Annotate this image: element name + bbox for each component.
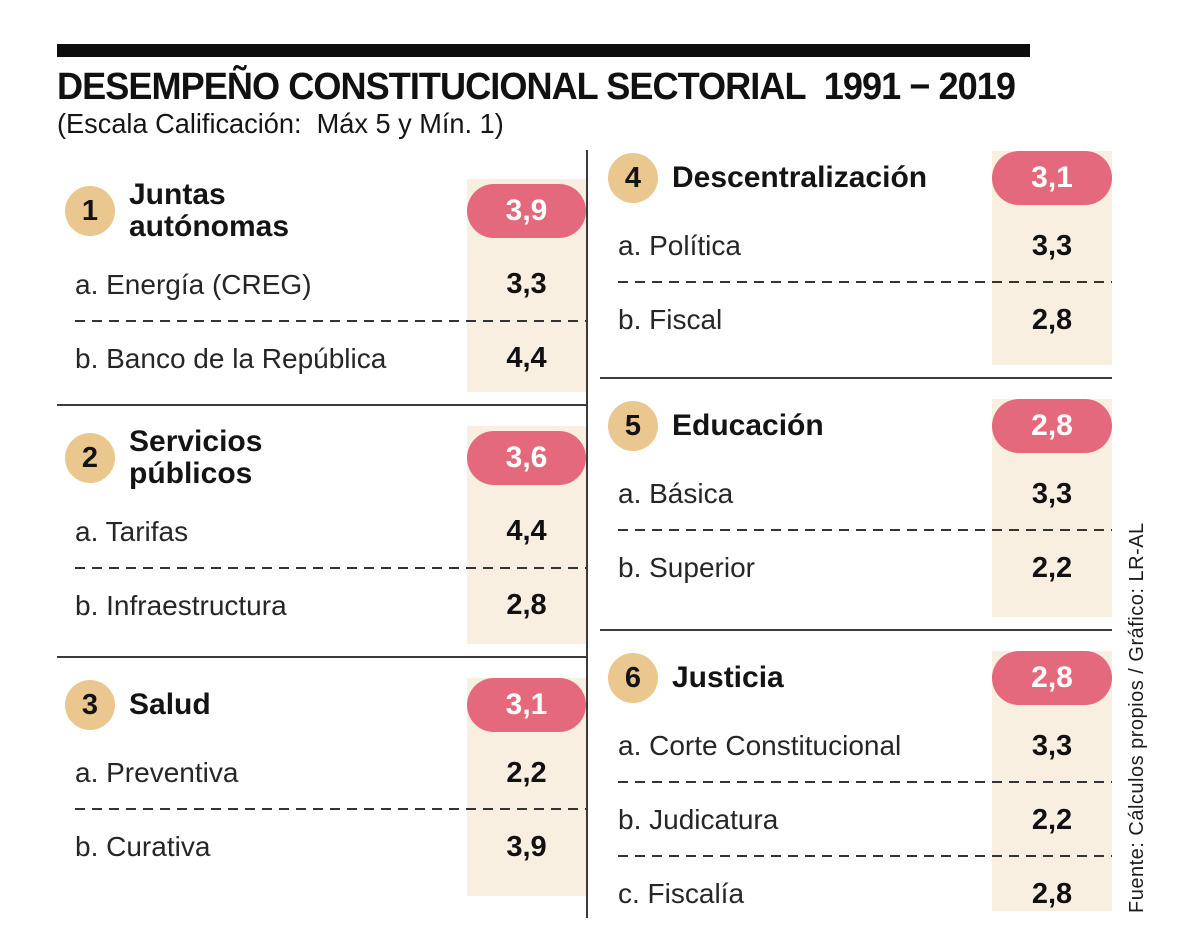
item-value: 3,3 <box>1031 229 1073 262</box>
section-header: 3 Salud 3,1 <box>57 678 586 732</box>
dashed-divider <box>75 808 586 810</box>
item-row: b. Superior 2,2 <box>600 545 1112 591</box>
source-note: Fuente: Cálculos propios / Gráfico: LR-A… <box>1126 522 1148 913</box>
section-educacion: 5 Educación 2,8 a. Básica 3,3 b. Superio… <box>600 377 1112 629</box>
item-value: 4,4 <box>506 515 547 548</box>
section-header: 6 Justicia 2,8 <box>600 651 1112 705</box>
section-header: 2 Servicios públicos 3,6 <box>57 425 586 491</box>
page-title: DESEMPEÑO CONSTITUCIONAL SECTORIAL 1991 … <box>57 66 1016 108</box>
section-name: Servicios públicos <box>129 425 263 491</box>
section-name: Descentralización <box>672 160 928 194</box>
item-row: b. Infraestructura 2,8 <box>57 583 586 629</box>
section-score-pill: 3,1 <box>992 151 1112 205</box>
item-value: 2,8 <box>1031 303 1073 336</box>
item-row: a. Preventiva 2,2 <box>57 750 586 796</box>
item-label: a. Corte Constitucional <box>618 730 902 761</box>
item-row: a. Energía (CREG) 3,3 <box>57 262 586 308</box>
section-name: Justicia <box>672 660 784 694</box>
section-score-pill: 3,9 <box>467 184 586 239</box>
item-value: 2,8 <box>506 589 547 622</box>
dashed-divider <box>618 281 1112 283</box>
section-number-badge: 1 <box>65 186 115 237</box>
section-name: Salud <box>129 687 211 721</box>
item-value: 2,2 <box>1031 803 1073 836</box>
section-score-pill: 2,8 <box>992 399 1112 453</box>
column-right: 4 Descentralización 3,1 a. Política 3,3 … <box>600 143 1112 917</box>
item-value: 2,8 <box>1031 877 1073 910</box>
item-label: a. Tarifas <box>75 515 189 547</box>
item-label: c. Fiscalía <box>618 878 745 909</box>
item-row: a. Corte Constitucional 3,3 <box>600 723 1112 769</box>
page-subtitle: (Escala Calificación: Máx 5 y Mín. 1) <box>57 108 504 139</box>
item-row: a. Tarifas 4,4 <box>57 509 586 555</box>
section-name: Educación <box>672 408 824 442</box>
item-label: b. Judicatura <box>618 804 779 835</box>
item-label: a. Preventiva <box>75 757 239 788</box>
section-salud: 3 Salud 3,1 a. Preventiva 2,2 b. Curativ… <box>57 656 586 908</box>
section-header: 5 Educación 2,8 <box>600 399 1112 453</box>
item-value: 2,2 <box>506 756 547 789</box>
item-value: 3,3 <box>506 268 547 301</box>
section-score-pill: 3,6 <box>467 431 586 486</box>
section-servicios-publicos: 2 Servicios públicos 3,6 a. Tarifas 4,4 … <box>57 404 586 656</box>
section-score-pill: 2,8 <box>992 651 1112 705</box>
item-value: 2,2 <box>1031 551 1073 584</box>
item-label: b. Banco de la República <box>75 342 387 374</box>
item-row: a. Básica 3,3 <box>600 471 1112 517</box>
dashed-divider <box>618 781 1112 783</box>
section-descentralizacion: 4 Descentralización 3,1 a. Política 3,3 … <box>600 143 1112 377</box>
section-number-badge: 5 <box>608 401 658 451</box>
column-left: 1 Juntas autónomas 3,9 a. Energía (CREG)… <box>57 143 586 908</box>
item-label: b. Infraestructura <box>75 589 287 621</box>
item-row: b. Banco de la República 4,4 <box>57 336 586 382</box>
section-juntas-autonomas: 1 Juntas autónomas 3,9 a. Energía (CREG)… <box>57 165 586 404</box>
item-row: c. Fiscalía 2,8 <box>600 871 1112 917</box>
item-row: a. Política 3,3 <box>600 223 1112 269</box>
top-rule <box>57 44 1030 57</box>
column-divider <box>586 150 588 918</box>
item-row: b. Judicatura 2,2 <box>600 797 1112 843</box>
section-number-badge: 4 <box>608 153 658 203</box>
item-value: 3,3 <box>1031 729 1073 762</box>
section-header: 1 Juntas autónomas 3,9 <box>57 178 586 244</box>
dashed-divider <box>618 529 1112 531</box>
section-justicia: 6 Justicia 2,8 a. Corte Constitucional 3… <box>600 629 1112 917</box>
section-number-badge: 6 <box>608 653 658 703</box>
dashed-divider <box>75 319 586 322</box>
item-value: 3,3 <box>1031 477 1073 510</box>
item-value: 3,9 <box>506 830 547 863</box>
dashed-divider <box>75 566 586 569</box>
item-label: b. Fiscal <box>618 304 723 335</box>
item-label: a. Energía (CREG) <box>75 268 312 300</box>
section-score-pill: 3,1 <box>467 678 586 732</box>
section-number-badge: 3 <box>65 680 115 730</box>
item-label: b. Curativa <box>75 831 211 862</box>
item-label: a. Básica <box>618 478 734 509</box>
section-name: Juntas autónomas <box>129 178 290 244</box>
item-label: b. Superior <box>618 552 755 583</box>
columns-area: 1 Juntas autónomas 3,9 a. Energía (CREG)… <box>57 143 1113 933</box>
item-label: a. Política <box>618 230 741 261</box>
section-number-badge: 2 <box>65 433 115 484</box>
item-value: 4,4 <box>506 342 547 375</box>
section-header: 4 Descentralización 3,1 <box>600 151 1112 205</box>
dashed-divider <box>618 855 1112 857</box>
item-row: b. Fiscal 2,8 <box>600 297 1112 343</box>
item-row: b. Curativa 3,9 <box>57 824 586 870</box>
